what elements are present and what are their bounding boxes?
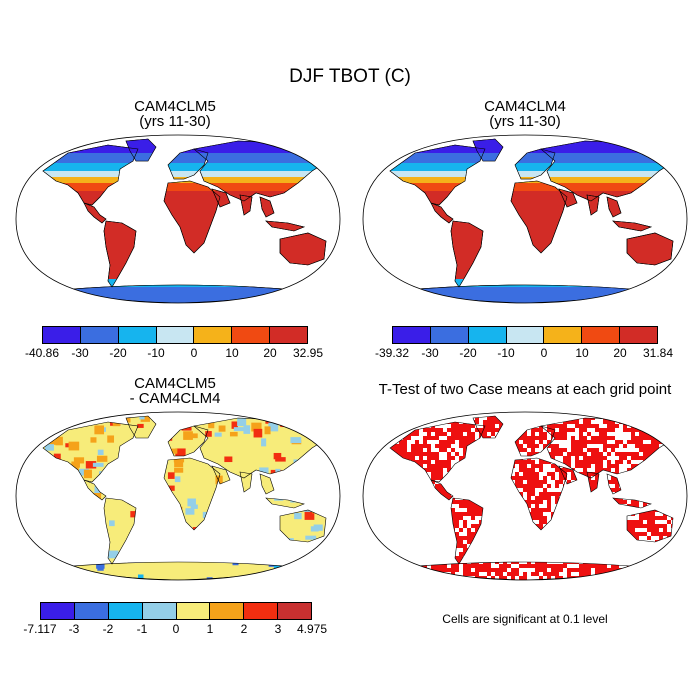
colorbar-tick-label: 32.95: [292, 346, 324, 360]
colorbar-tick-label: -7.117: [23, 622, 57, 636]
colorbar-tick-label: -2: [102, 622, 114, 636]
colorbar-segment: [620, 327, 658, 343]
colorbar-tick-label: 10: [575, 346, 589, 360]
panel1-temperature-map: [15, 134, 341, 304]
colorbar-tick-label: 3: [274, 622, 282, 636]
colorbar-tick-label: -30: [71, 346, 89, 360]
colorbar-segment: [118, 327, 157, 343]
colorbar-segment: [430, 327, 469, 343]
colorbar-tick-label: -1: [136, 622, 148, 636]
colorbar-segment: [156, 327, 195, 343]
colorbar-segment: [108, 603, 143, 619]
colorbar-tick-label: 0: [540, 346, 548, 360]
panel2-colorbar: [392, 326, 658, 344]
colorbar-segment: [176, 603, 211, 619]
colorbar-tick-label: 2: [240, 622, 248, 636]
colorbar-segment: [582, 327, 621, 343]
colorbar-tick-label: -20: [109, 346, 127, 360]
colorbar-segment: [393, 327, 431, 343]
colorbar-segment: [142, 603, 177, 619]
colorbar-tick-label: -10: [497, 346, 515, 360]
colorbar-tick-label: 20: [263, 346, 277, 360]
panel4-note: Cells are significant at 0.1 level: [442, 612, 608, 626]
colorbar-tick-label: 0: [190, 346, 198, 360]
colorbar-segment: [74, 603, 109, 619]
panel3-colorbar-labels: -7.117 -3 -2 -1 0 1 2 3 4.975: [23, 622, 327, 636]
panel1-colorbar: [42, 326, 308, 344]
colorbar-segment: [468, 327, 507, 343]
panel1-title-line2: (yrs 11-30): [139, 113, 211, 130]
colorbar-tick-label: 20: [613, 346, 627, 360]
panel1-title: CAM4CLM5 (yrs 11-30): [40, 99, 310, 129]
colorbar-segment: [506, 327, 545, 343]
colorbar-tick-label: 0: [172, 622, 180, 636]
panel2-title-line1: CAM4CLM4: [484, 98, 566, 115]
colorbar-segment: [544, 327, 583, 343]
panel3-title: CAM4CLM5 - CAM4CLM4: [40, 376, 310, 406]
panel3-colorbar: [40, 602, 312, 620]
panel2-title-line2: (yrs 11-30): [489, 113, 561, 130]
panel2-colorbar-labels: -39.32 -30 -20 -10 0 10 20 31.84: [375, 346, 673, 360]
panel2-temperature-map: [362, 134, 688, 304]
colorbar-segment: [80, 327, 119, 343]
colorbar-segment: [232, 327, 271, 343]
colorbar-tick-label: -39.32: [374, 346, 410, 360]
panel3-title-line2: - CAM4CLM4: [129, 390, 221, 407]
colorbar-tick-label: 4.975: [296, 622, 328, 636]
panel1-colorbar-labels: -40.86 -30 -20 -10 0 10 20 32.95: [25, 346, 323, 360]
colorbar-segment: [244, 603, 279, 619]
colorbar-tick-label: -40.86: [24, 346, 60, 360]
panel3-title-line1: CAM4CLM5: [134, 375, 216, 392]
colorbar-segment: [278, 603, 311, 619]
colorbar-segment: [270, 327, 308, 343]
colorbar-segment: [194, 327, 233, 343]
colorbar-tick-label: -30: [421, 346, 439, 360]
colorbar-tick-label: 10: [225, 346, 239, 360]
colorbar-tick-label: 31.84: [642, 346, 674, 360]
panel3-difference-map: [15, 411, 341, 581]
colorbar-tick-label: -20: [459, 346, 477, 360]
colorbar-segment: [210, 603, 245, 619]
panel1-title-line1: CAM4CLM5: [134, 98, 216, 115]
panel4-significance-map: [362, 411, 688, 581]
panel4-title: T-Test of two Case means at each grid po…: [378, 381, 672, 398]
colorbar-segment: [41, 603, 75, 619]
colorbar-tick-label: 1: [206, 622, 214, 636]
figure-title: DJF TBOT (C): [289, 66, 411, 87]
colorbar-segment: [43, 327, 81, 343]
panel2-title: CAM4CLM4 (yrs 11-30): [390, 99, 660, 129]
colorbar-tick-label: -3: [68, 622, 80, 636]
colorbar-tick-label: -10: [147, 346, 165, 360]
